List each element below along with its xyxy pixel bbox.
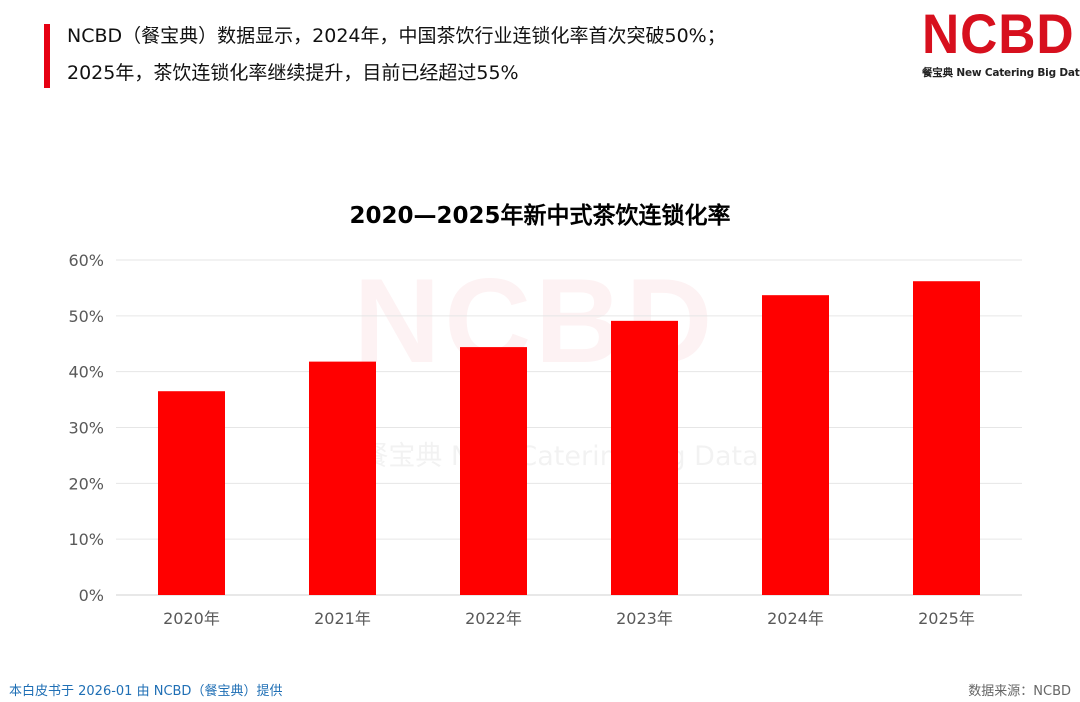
x-tick-label: 2022年 (465, 609, 522, 628)
logo-wordmark: NCBD (922, 2, 1075, 65)
accent-bar (44, 24, 50, 88)
headline-line-1: NCBD（餐宝典）数据显示，2024年，中国茶饮行业连锁化率首次突破50%； (67, 25, 726, 47)
chart-title: 2020—2025年新中式茶饮连锁化率 (349, 203, 731, 229)
y-tick-label: 0% (79, 586, 104, 605)
y-tick-label: 50% (68, 307, 104, 326)
y-tick-label: 30% (68, 419, 104, 438)
bar (762, 295, 829, 595)
x-tick-label: 2023年 (616, 609, 673, 628)
x-tick-label: 2025年 (918, 609, 975, 628)
x-tick-label: 2024年 (767, 609, 824, 628)
y-tick-label: 20% (68, 474, 104, 493)
watermark-subtitle: 餐宝典 New Catering Big Data (361, 441, 758, 472)
bar (913, 281, 980, 595)
footer-source: 数据来源：NCBD (968, 684, 1071, 699)
headline-line-2: 2025年，茶饮连锁化率继续提升，目前已经超过55% (67, 62, 519, 84)
y-tick-label: 60% (68, 251, 104, 270)
bar (158, 391, 225, 595)
ncbd-logo: NCBD 餐宝典 New Catering Big Data (922, 2, 1080, 84)
headline: NCBD（餐宝典）数据显示，2024年，中国茶饮行业连锁化率首次突破50%； 2… (67, 18, 867, 92)
bar (460, 347, 527, 595)
y-tick-label: 10% (68, 530, 104, 549)
x-tick-label: 2020年 (163, 609, 220, 628)
logo-subtitle: 餐宝典 New Catering Big Data (922, 67, 1080, 79)
bar (309, 361, 376, 595)
bar (611, 320, 678, 595)
footer-credit: 本白皮书于 2026-01 由 NCBD（餐宝典）提供 (9, 684, 283, 699)
x-tick-label: 2021年 (314, 609, 371, 628)
y-tick-label: 40% (68, 363, 104, 382)
